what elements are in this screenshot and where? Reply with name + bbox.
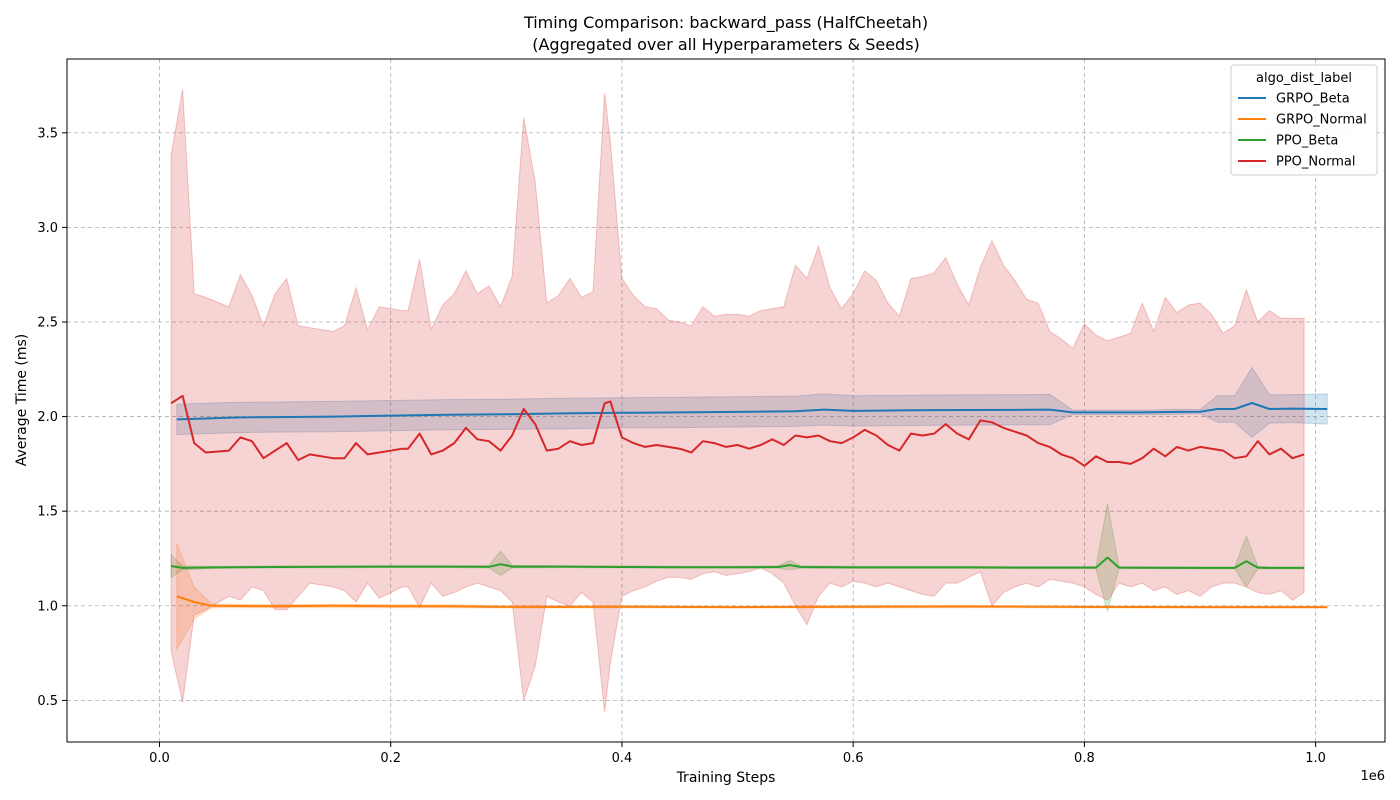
x-axis-offset-label: 1e6: [1360, 769, 1385, 784]
chart-subtitle: (Aggregated over all Hyperparameters & S…: [532, 35, 920, 54]
x-tick-label: 0.4: [612, 751, 633, 766]
y-tick-label: 0.5: [37, 694, 58, 709]
line-grpo-beta: [176, 402, 1328, 421]
line-ppo-beta: [170, 556, 1305, 569]
y-axis-ticks: 0.5 1.0 1.5 2.0 2.5 3.0 3.5: [37, 126, 67, 709]
y-tick-label: 2.5: [37, 315, 58, 330]
x-axis-ticks: 0.0 0.2 0.4 0.6 0.8 1.0: [149, 742, 1326, 766]
chart-title: Timing Comparison: backward_pass (HalfCh…: [523, 13, 928, 33]
band-grpo-beta: [176, 366, 1328, 439]
legend-label-ppo-beta: PPO_Beta: [1276, 134, 1338, 149]
legend-label-grpo-beta: GRPO_Beta: [1276, 92, 1350, 107]
x-tick-label: 0.2: [380, 751, 401, 766]
legend-title: algo_dist_label: [1256, 71, 1352, 86]
legend: algo_dist_label GRPO_Beta GRPO_Normal PPO_…: [1230, 64, 1378, 176]
y-tick-label: 2.0: [37, 410, 58, 425]
confidence-bands: [170, 89, 1328, 712]
line-grpo-normal: [176, 595, 1328, 609]
line-ppo-normal: [170, 394, 1305, 467]
y-tick-label: 1.0: [37, 599, 58, 614]
legend-box: [1230, 64, 1378, 176]
y-tick-label: 3.0: [37, 221, 58, 236]
legend-label-grpo-normal: GRPO_Normal: [1276, 113, 1367, 128]
legend-label-ppo-normal: PPO_Normal: [1276, 155, 1355, 170]
plot-area-frame: [66, 58, 1386, 743]
x-tick-label: 0.0: [149, 751, 170, 766]
series-lines: [170, 394, 1328, 609]
legend-entries: GRPO_Beta GRPO_Normal PPO_Beta PPO_Normal: [1238, 92, 1367, 170]
y-tick-label: 1.5: [37, 505, 58, 520]
band-ppo-normal: [170, 89, 1305, 712]
x-tick-label: 1.0: [1305, 751, 1326, 766]
y-tick-label: 3.5: [37, 126, 58, 141]
x-tick-label: 0.8: [1074, 751, 1095, 766]
x-axis-label: Training Steps: [676, 770, 776, 786]
x-tick-label: 0.6: [843, 751, 864, 766]
y-axis-label: Average Time (ms): [14, 334, 30, 467]
